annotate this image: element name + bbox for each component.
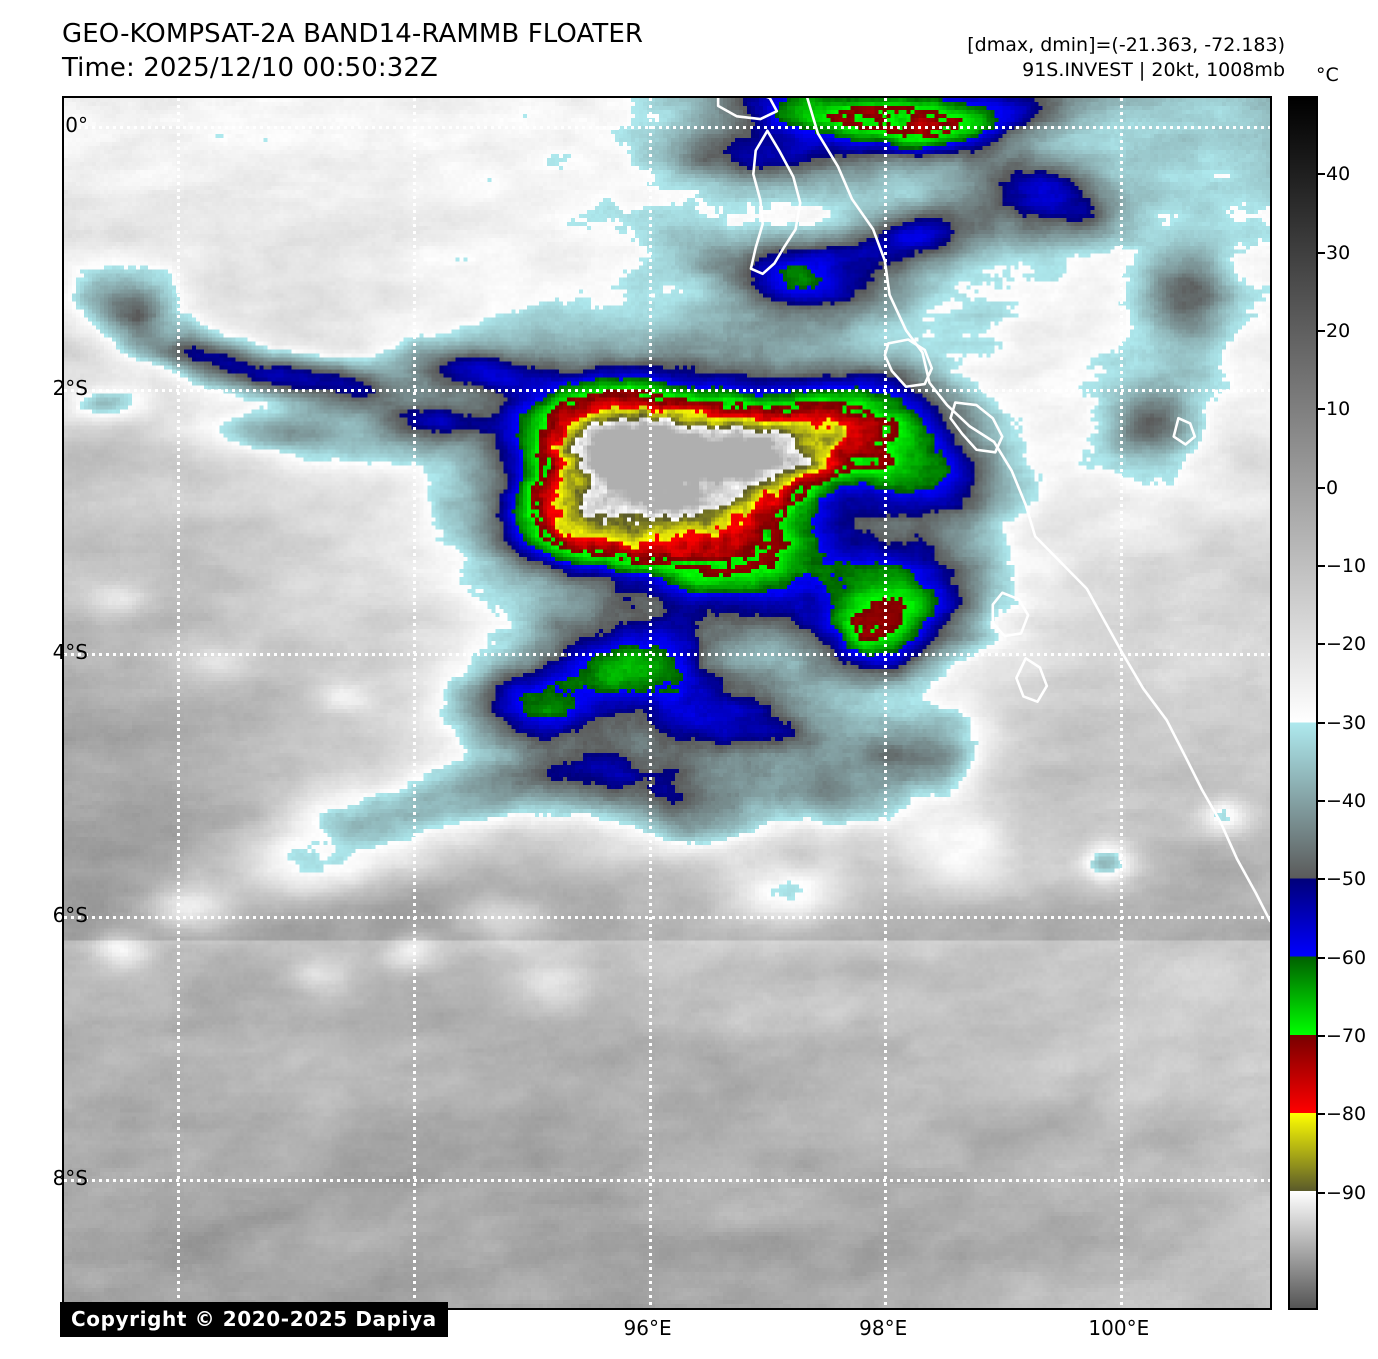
coastline-simeulue-island (716, 98, 779, 121)
copyright-banner: Copyright © 2020-2025 Dapiya (60, 1302, 448, 1337)
page-title: GEO-KOMPSAT-2A BAND14-RAMMB FLOATER (62, 19, 644, 49)
header-title-block: GEO-KOMPSAT-2A BAND14-RAMMB FLOATER Time… (62, 18, 643, 86)
coastline-offshore-islet (1172, 416, 1197, 446)
metadata-block: [dmax, dmin]=(-21.363, -72.183) 91S.INVE… (967, 33, 1285, 82)
data-range-label: [dmax, dmin]=(-21.363, -72.183) (967, 34, 1285, 56)
colorbar-tick-40: 40 (1326, 163, 1351, 186)
colorbar-tick-mark (1318, 643, 1325, 646)
colorbar-unit-label: °C (1316, 64, 1339, 86)
xtick-100°E: 100°E (1088, 1316, 1150, 1340)
timestamp-label: Time: 2025/12/10 00:50:32Z (62, 52, 438, 83)
colorbar-tick-mark (1318, 721, 1325, 724)
ytick-0°: 0° (65, 112, 88, 137)
coastline-sumatra-mainland (806, 98, 1270, 923)
colorbar-tick-mark (1318, 1113, 1325, 1116)
colorbar-gradient (1290, 98, 1316, 1308)
colorbar-tick--50: −50 (1326, 868, 1367, 891)
colorbar-tick-20: 20 (1326, 319, 1351, 342)
xtick-98°E: 98°E (859, 1316, 908, 1340)
colorbar-tick-mark (1318, 173, 1325, 176)
colorbar-tick--40: −40 (1326, 789, 1367, 812)
colorbar-tick--10: −10 (1326, 554, 1367, 577)
satellite-image-plot[interactable] (62, 96, 1272, 1310)
colorbar-tick-mark (1318, 251, 1325, 254)
xtick-96°E: 96°E (623, 1316, 672, 1340)
coastline-pagai-island (1015, 657, 1049, 703)
colorbar-tick--90: −90 (1326, 1181, 1367, 1204)
coastline-nias-island (749, 129, 802, 276)
colorbar-tick-mark (1318, 1191, 1325, 1194)
coastline-batu-islands (883, 338, 934, 389)
colorbar-tick-mark (1318, 329, 1325, 332)
colorbar-tick-mark (1318, 1034, 1325, 1037)
colorbar-tick--60: −60 (1326, 946, 1367, 969)
colorbar-tick-mark (1318, 564, 1325, 567)
colorbar-tick-mark (1318, 799, 1325, 802)
colorbar-tick-mark (1318, 878, 1325, 881)
ytick-2°S: 2°S (52, 376, 88, 401)
colorbar-tick-mark (1318, 408, 1325, 411)
coastline-siberut-island (949, 401, 1004, 454)
colorbar-tick--20: −20 (1326, 633, 1367, 656)
infrared-satellite-imagery (64, 98, 1270, 1308)
colorbar-tick--80: −80 (1326, 1103, 1367, 1126)
storm-info-label: 91S.INVEST | 20kt, 1008mb (1022, 58, 1285, 81)
colorbar-tick--30: −30 (1326, 711, 1367, 734)
ytick-6°S: 6°S (52, 902, 88, 927)
colorbar-tick--70: −70 (1326, 1024, 1367, 1047)
temperature-colorbar[interactable] (1288, 96, 1318, 1310)
ytick-4°S: 4°S (52, 639, 88, 664)
colorbar-tick-10: 10 (1326, 398, 1351, 421)
colorbar-tick-mark (1318, 956, 1325, 959)
coastline-overlay (716, 98, 1270, 923)
colorbar-tick-0: 0 (1326, 476, 1339, 499)
colorbar-tick-30: 30 (1326, 241, 1351, 264)
ytick-8°S: 8°S (52, 1166, 88, 1191)
coastline-sipora-island (991, 591, 1030, 638)
colorbar-tick-mark (1318, 486, 1325, 489)
